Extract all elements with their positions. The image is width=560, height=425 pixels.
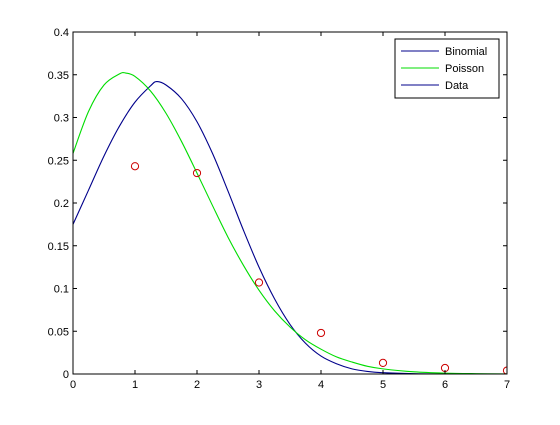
x-tick-label: 0 [70,379,76,391]
data-point [316,328,326,338]
y-tick-label: 0 [63,369,69,381]
x-tick-label: 5 [380,379,386,391]
y-tick-label: 0.2 [54,198,69,210]
x-tick-label: 1 [132,379,138,391]
x-tick-label: 3 [256,379,262,391]
poisson-line [73,72,507,374]
y-tick-label: 0.25 [48,155,69,167]
x-tick-label: 7 [504,379,510,391]
y-tick-label: 0.05 [48,326,69,338]
x-tick-label: 4 [318,379,324,391]
y-tick-label: 0.3 [54,113,69,125]
legend-label-poisson: Poisson [445,63,484,75]
legend-label-data: Data [445,80,469,92]
data-point [254,278,264,287]
y-tick-label: 0.15 [48,241,69,253]
x-tick-label: 2 [194,379,200,391]
x-tick-label: 6 [442,379,448,391]
y-tick-label: 0.4 [54,27,69,39]
legend-label-binomial: Binomial [445,46,487,58]
data-point [130,162,140,171]
y-tick-label: 0.1 [54,284,69,296]
data-point [378,358,388,367]
y-tick-label: 0.35 [48,70,69,82]
binomial-line [73,81,507,374]
data-point [192,168,202,178]
